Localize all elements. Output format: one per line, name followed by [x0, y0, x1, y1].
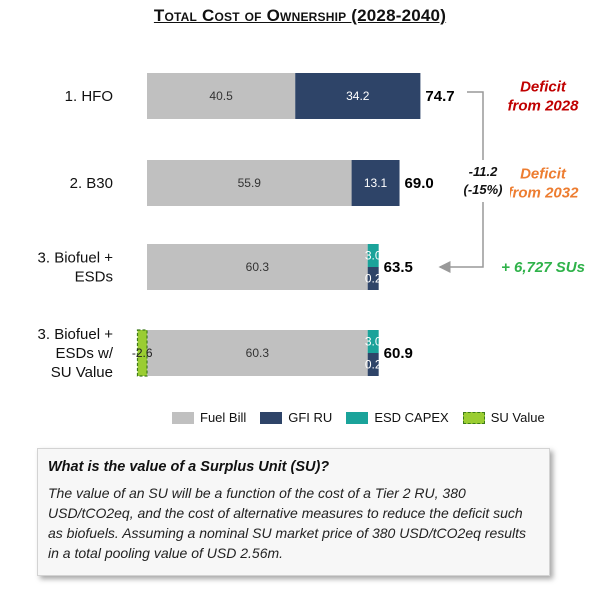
value-label-gfi-ru: 0.2	[365, 358, 382, 372]
legend-item-su-value: SU Value	[462, 410, 545, 425]
legend-label-gfi-ru: GFI RU	[288, 410, 333, 425]
legend-label-fuel-bill: Fuel Bill	[200, 410, 247, 425]
chart-title: Total Cost of Ownership (2028-2040)	[153, 6, 447, 25]
info-box: What is the value of a Surplus Unit (SU)…	[37, 448, 550, 576]
difference-label: -11.2	[469, 164, 498, 179]
annotation-text: from 2028	[508, 98, 580, 115]
category-label: 3. Biofuel +	[38, 250, 114, 267]
bar-gfi-ru	[367, 353, 379, 376]
legend-swatch-su-value	[462, 411, 485, 424]
value-label-su-value: -2.6	[132, 346, 153, 360]
legend-label-esd-capex: ESD CAPEX	[374, 410, 449, 425]
category-label: SU Value	[51, 364, 113, 381]
total-label: 74.7	[425, 88, 454, 105]
category-label: 1. HFO	[65, 88, 113, 105]
bar-esd-capex	[367, 244, 379, 267]
value-label-fuel-bill: 60.3	[246, 260, 270, 274]
annotation-text: Deficit	[520, 79, 567, 96]
value-label-esd-capex: 3.0	[365, 335, 382, 349]
annotation-text: + 6,727 SUs	[501, 259, 585, 276]
bar-gfi-ru	[367, 267, 379, 290]
legend-swatch-gfi-ru	[260, 411, 283, 424]
difference-label: (-15%)	[463, 182, 502, 197]
bar-fuel-bill	[147, 73, 296, 119]
annotation-text: Deficit	[520, 166, 567, 183]
bar-fuel-bill	[147, 330, 368, 376]
bar-su-value	[136, 329, 148, 377]
bar-fuel-bill	[147, 244, 368, 290]
category-label: 2. B30	[70, 175, 113, 192]
legend-swatch-esd-capex	[346, 411, 369, 424]
legend-item-esd-capex: ESD CAPEX	[346, 410, 449, 425]
bar-esd-capex	[367, 330, 379, 353]
bar-fuel-bill	[147, 160, 352, 206]
total-label: 69.0	[405, 175, 434, 192]
stacked-bar-chart: 1. HFO 40.5 34.2 74.7 2. B30 55.9 13.1 69.0 3. B…	[38, 73, 585, 381]
info-box-heading: What is the value of a Surplus Unit (SU)…	[48, 459, 330, 475]
value-label-esd-capex: 3.0	[365, 249, 382, 263]
value-label-fuel-bill: 40.5	[209, 89, 233, 103]
difference-label-bg	[456, 160, 510, 202]
legend-label-su-value: SU Value	[490, 410, 545, 425]
info-box-body: The value of an SU will be a function of…	[48, 485, 527, 561]
category-label: ESDs w/	[55, 345, 113, 362]
chart-legend: Fuel Bill GFI RU ESD CAPEX SU Value	[172, 410, 559, 425]
value-label-gfi-ru: 0.2	[365, 272, 382, 286]
bar-gfi-ru	[351, 160, 400, 206]
legend-item-gfi-ru: GFI RU	[260, 410, 332, 425]
value-label-gfi-ru: 13.1	[364, 176, 388, 190]
value-label-fuel-bill: 55.9	[238, 176, 262, 190]
legend-swatch-fuel-bill	[172, 411, 194, 424]
value-label-fuel-bill: 60.3	[246, 346, 270, 360]
bar-gfi-ru	[295, 73, 421, 119]
category-label: 3. Biofuel +	[38, 326, 114, 343]
total-label: 60.9	[384, 345, 413, 362]
category-label: ESDs	[75, 269, 113, 286]
annotation-text: from 2032	[508, 185, 580, 202]
total-label: 63.5	[384, 259, 413, 276]
value-label-gfi-ru: 34.2	[346, 89, 370, 103]
legend-item-fuel-bill: Fuel Bill	[172, 410, 246, 425]
